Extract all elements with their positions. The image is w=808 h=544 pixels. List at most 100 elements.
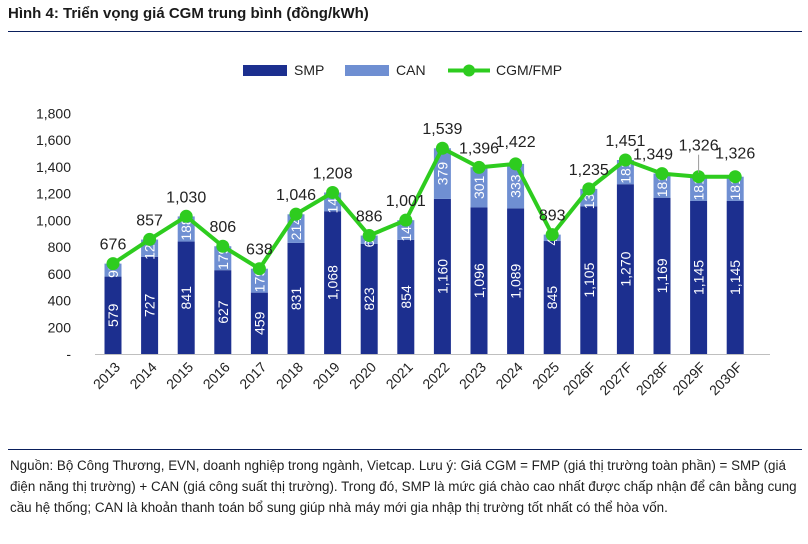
bar-smp (653, 197, 671, 354)
x-axis: 2013 2014 2015 2016 2017 2018 2019 2020 2021 2022… (90, 359, 746, 399)
x-tick-label: 2017 (236, 359, 269, 392)
smp-value-label: 854 (398, 285, 414, 309)
total-value-label: 1,046 (276, 187, 316, 204)
y-tick-label: 400 (48, 293, 72, 309)
y-tick-label: 800 (48, 239, 72, 255)
cgm-point (362, 229, 376, 243)
smp-value-label: 1,068 (325, 265, 341, 300)
legend-label-can: CAN (396, 62, 426, 78)
smp-value-label: 1,089 (508, 263, 524, 298)
cgm-line (111, 146, 736, 271)
can-value-label: 301 (471, 175, 487, 199)
cgm-point (179, 209, 193, 223)
bar-smp (397, 239, 415, 354)
x-tick-label: 2030F (706, 359, 745, 398)
cgm-point (216, 239, 230, 253)
x-tick-label: 2014 (126, 359, 159, 392)
x-tick-label: 2016 (200, 359, 233, 392)
x-tick-label: 2028F (633, 359, 672, 398)
cgm-point (582, 182, 596, 196)
can-value-label: 181 (617, 160, 633, 184)
bar-can (470, 167, 488, 208)
bar-smp (616, 184, 634, 354)
can-value-label: 181 (727, 177, 743, 201)
total-value-label: 1,539 (422, 121, 462, 138)
total-value-label: 1,396 (459, 140, 499, 157)
x-tick-label: 2023 (456, 359, 489, 392)
smp-value-label: 831 (288, 287, 304, 311)
bar-can (616, 160, 634, 185)
y-tick-label: 200 (48, 319, 72, 335)
y-tick-label: 600 (48, 266, 72, 282)
total-value-label: 1,451 (605, 133, 645, 150)
cgm-markers (106, 141, 742, 276)
smp-value-label: 1,160 (434, 259, 450, 294)
source-note: Nguồn: Bộ Công Thương, EVN, doanh nghiệp… (10, 458, 797, 515)
can-value-label: 181 (654, 174, 670, 198)
bar-smp (324, 211, 342, 354)
total-value-label: 1,326 (679, 138, 719, 155)
cgm-point (143, 232, 157, 246)
x-tick-label: 2020 (346, 359, 379, 392)
bar-smp (177, 241, 195, 354)
bar-smp (104, 276, 122, 354)
total-value-label: 1,349 (633, 147, 673, 164)
cgm-point (545, 228, 559, 242)
total-value-label: 1,326 (715, 146, 755, 163)
y-tick-label: 1,200 (36, 186, 71, 202)
x-tick-label: 2021 (383, 359, 416, 392)
x-tick-label: 2015 (163, 359, 196, 392)
smp-value-label: 727 (142, 294, 158, 318)
legend-swatch-smp (243, 65, 287, 76)
bars (104, 148, 744, 354)
smp-value-label: 1,096 (471, 263, 487, 298)
smp-value-label: 845 (544, 286, 560, 310)
bar-can (177, 216, 195, 242)
x-tick-label: 2024 (492, 359, 525, 392)
x-tick-label: 2018 (273, 359, 306, 392)
total-value-label: 893 (539, 208, 566, 225)
bar-smp (507, 208, 525, 354)
legend-label-smp: SMP (294, 62, 324, 78)
can-value-label: 188 (178, 217, 194, 241)
bar-smp (433, 198, 451, 354)
y-axis: - 200 400 600 800 1,000 1,200 1,400 1,600 1,800 (36, 105, 71, 362)
smp-value-label: 579 (105, 303, 121, 327)
bar-smp (141, 256, 159, 354)
smp-value-label: 841 (178, 286, 194, 310)
smp-value-label: 627 (215, 300, 231, 324)
cgm-point (326, 185, 340, 199)
can-value-label: 333 (508, 174, 524, 198)
total-value-label: 1,030 (166, 189, 206, 206)
can-value-label: 179 (215, 246, 231, 270)
smp-value-label: 1,145 (727, 260, 743, 295)
chart-title: Hình 4: Triển vọng giá CGM trung bình (đ… (8, 5, 369, 22)
bar-smp (287, 242, 305, 354)
cgm-point (655, 167, 669, 181)
bar-can (250, 268, 268, 293)
bar-smp (580, 206, 598, 354)
total-value-label: 806 (209, 219, 236, 236)
cgm-point (435, 141, 449, 155)
smp-value-label: 1,105 (581, 262, 597, 297)
total-value-label: 1,208 (313, 165, 353, 182)
y-tick-label: 1,800 (36, 105, 71, 121)
cgm-point (692, 170, 706, 184)
smp-value-label: 459 (251, 311, 267, 335)
y-tick-label: 1,600 (36, 132, 71, 148)
x-tick-label: 2019 (309, 359, 342, 392)
legend: SMP CAN CGM/FMP (243, 62, 562, 78)
cgm-point (618, 153, 632, 167)
legend-label-cgm: CGM/FMP (496, 62, 562, 78)
bar-smp (543, 241, 561, 354)
x-tick-label: 2013 (90, 359, 123, 392)
x-tick-label: 2029F (669, 359, 708, 398)
bar-smp (360, 243, 378, 354)
total-value-label: 1,235 (569, 162, 609, 179)
y-tick-label: - (66, 346, 71, 362)
bar-smp (214, 270, 232, 354)
bar-can (690, 176, 708, 201)
cgm-point (252, 262, 266, 276)
can-value-label: 181 (691, 177, 707, 201)
